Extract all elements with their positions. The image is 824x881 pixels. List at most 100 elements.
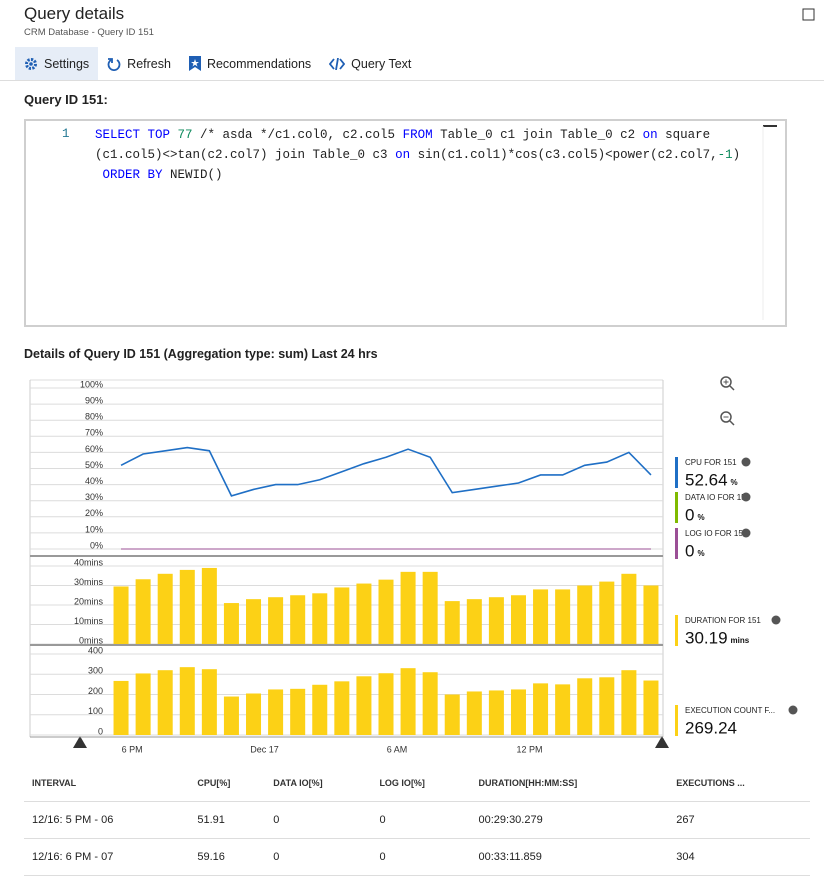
bar <box>157 573 173 644</box>
code-line: ORDER BY NEWID() <box>95 165 740 185</box>
y-tick-label: 20mins <box>74 596 104 606</box>
query-text-label: Query Text <box>351 56 412 71</box>
info-icon <box>741 528 751 538</box>
code-text: SELECT TOP 77 /* asda */c1.col0, c2.col5… <box>95 125 740 185</box>
toolbar-divider <box>0 80 824 81</box>
y-tick-label: 200 <box>88 686 103 696</box>
bar <box>223 603 239 644</box>
y-tick-label: 70% <box>85 428 103 438</box>
legend-name: EXECUTION COUNT F... <box>685 706 775 715</box>
column-header: DATA IO[%] <box>265 765 372 802</box>
y-tick-label: 10mins <box>74 616 104 626</box>
legend-swatch <box>675 705 678 736</box>
bar <box>113 586 129 644</box>
bar <box>555 684 571 735</box>
x-tick-label: Dec 17 <box>250 744 279 754</box>
table-cell: 0 <box>265 838 372 876</box>
y-tick-label: 60% <box>85 444 103 454</box>
legend-name: DURATION FOR 151 <box>685 616 761 625</box>
legend-unit: mins <box>731 636 750 645</box>
code-line: SELECT TOP 77 /* asda */c1.col0, c2.col5… <box>95 125 740 145</box>
y-tick-label: 300 <box>88 666 103 676</box>
code-token: -1 <box>717 148 733 162</box>
query-text-button[interactable]: Query Text <box>320 47 420 80</box>
maximize-icon[interactable] <box>802 8 815 21</box>
code-icon <box>329 57 346 70</box>
bar <box>246 693 262 735</box>
y-tick-label: 80% <box>85 412 103 422</box>
y-tick-label: 10% <box>85 524 103 534</box>
bar <box>577 585 593 644</box>
bar <box>334 587 350 644</box>
refresh-button[interactable]: Refresh <box>98 47 180 80</box>
refresh-label: Refresh <box>127 56 171 71</box>
range-handle-left[interactable] <box>73 736 87 748</box>
bar <box>378 579 394 644</box>
code-token: NEWID() <box>162 168 223 182</box>
bar <box>510 595 526 644</box>
zoom-in[interactable] <box>720 376 735 391</box>
cpu-line <box>120 446 652 497</box>
table-cell: 0 <box>371 838 471 876</box>
bar <box>201 567 217 644</box>
code-token: square <box>657 128 711 142</box>
details-title: Details of Query ID 151 (Aggregation typ… <box>24 347 378 361</box>
bar <box>510 689 526 735</box>
legend-unit: % <box>697 513 704 522</box>
code-token: sin(c1.col1)*cos(c3.col5)<power(c2.col7, <box>410 148 718 162</box>
legend-name: LOG IO FOR 151 <box>685 529 748 538</box>
interval-table: INTERVAL CPU[%] DATA IO[%] LOG IO[%] DURATIO… <box>24 765 810 876</box>
bar <box>268 689 284 735</box>
code-token: on <box>642 128 658 142</box>
table-cell: 0 <box>265 801 372 839</box>
x-tick-label: 6 AM <box>387 744 408 754</box>
y-tick-label: 30mins <box>74 577 104 587</box>
bar <box>444 601 460 644</box>
info-icon <box>771 615 781 625</box>
y-tick-label: 40% <box>85 476 103 486</box>
column-header: LOG IO[%] <box>371 765 471 802</box>
bar <box>290 688 306 735</box>
column-header: INTERVAL <box>24 765 190 802</box>
y-tick-label: 20% <box>85 508 103 518</box>
recommendations-icon <box>188 56 201 71</box>
page-subtitle: CRM Database - Query ID 151 <box>24 27 154 38</box>
bar <box>577 678 593 735</box>
code-token: Table_0 c1 join Table_0 c2 <box>432 128 643 142</box>
table-body: 12/16: 5 PM - 06 51.91 0 0 00:29:30.279 267 12… <box>24 801 810 876</box>
settings-button[interactable]: Settings <box>15 47 99 80</box>
bar <box>466 691 482 735</box>
refresh-icon <box>107 57 121 71</box>
range-handle-right[interactable] <box>655 736 669 748</box>
y-tick-label: 50% <box>85 460 103 470</box>
table-row: 12/16: 5 PM - 06 51.91 0 0 00:29:30.279 267 <box>24 801 810 839</box>
bar <box>223 696 239 735</box>
code-token: ORDER BY <box>102 168 163 182</box>
bar <box>599 581 615 644</box>
table-cell: 59.16 <box>189 838 266 876</box>
column-header: EXECUTIONS ... <box>668 765 810 802</box>
bar <box>533 683 549 735</box>
code-editor[interactable] <box>24 119 787 327</box>
bar <box>621 573 637 644</box>
table-cell: 304 <box>668 838 810 876</box>
recommendations-button[interactable]: Recommendations <box>180 47 320 80</box>
bar <box>466 599 482 644</box>
y-tick-label: 100 <box>88 706 103 716</box>
bar <box>356 583 372 644</box>
table-row: 12/16: 6 PM - 07 59.16 0 0 00:33:11.859 304 <box>24 838 810 876</box>
column-header: DURATION[HH:MM:SS] <box>470 765 669 802</box>
table-cell: 0 <box>371 801 471 839</box>
zoom-out[interactable] <box>720 411 735 426</box>
table-cell: 00:29:30.279 <box>470 801 669 839</box>
y-tick-label: 100% <box>80 379 103 389</box>
y-tick-label: 40mins <box>74 557 104 567</box>
y-tick-label: 0 <box>98 726 103 736</box>
column-header: CPU[%] <box>189 765 266 802</box>
code-token <box>95 168 103 182</box>
legend-swatch <box>675 615 678 646</box>
bar <box>400 668 416 735</box>
bar <box>246 599 262 644</box>
table-cell: 51.91 <box>189 801 266 839</box>
